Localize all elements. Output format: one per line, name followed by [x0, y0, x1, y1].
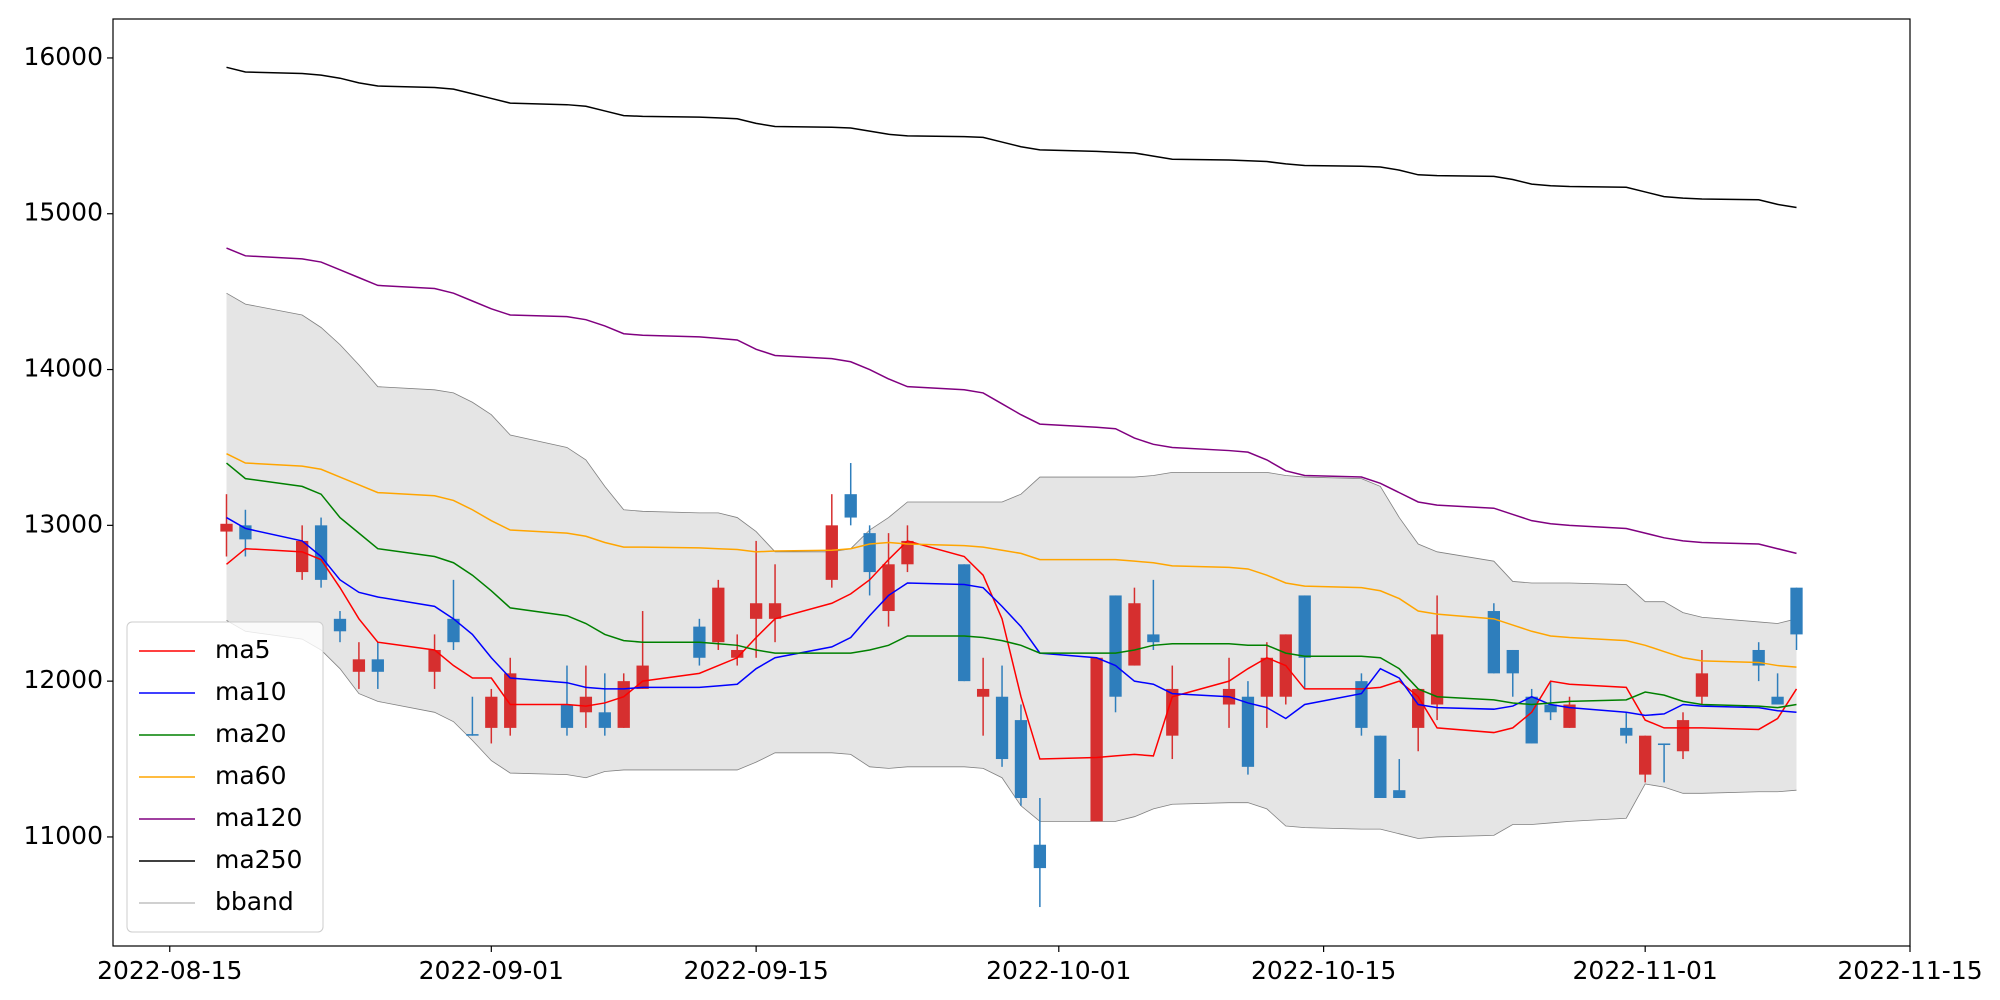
y-tick-label: 16000 [23, 42, 103, 71]
candle-body [1147, 634, 1160, 643]
candle-body [1109, 595, 1122, 697]
candle-body [1374, 735, 1387, 798]
candle-body [1260, 657, 1274, 697]
legend-box [126, 621, 324, 933]
candle-body [901, 540, 914, 565]
candle-body [731, 649, 744, 658]
legend: ma5 ma10 ma20 ma60 ma120 ma250 bband [126, 621, 324, 933]
candle-body [1033, 844, 1047, 869]
candle-body [1298, 595, 1311, 658]
legend-label: ma5 [215, 635, 271, 664]
candle-body [579, 696, 593, 713]
candle-body [617, 681, 630, 728]
candle-body [504, 673, 517, 728]
candle-body [1355, 681, 1368, 728]
candle-body [1128, 603, 1141, 666]
candle-body [1563, 704, 1576, 728]
candle-body [1090, 657, 1103, 822]
candle-body [296, 540, 309, 573]
candle-body [1544, 704, 1557, 713]
candle-body [1657, 743, 1671, 746]
y-tick-label: 12000 [23, 665, 103, 694]
candle-body [428, 649, 441, 672]
candle-body [882, 564, 895, 612]
candle-body [1506, 649, 1519, 674]
x-tick-label: 2022-11-15 [1837, 956, 1982, 985]
ma-line [226, 540, 1798, 760]
candle-body [1430, 634, 1444, 705]
ma-line [226, 247, 1797, 555]
ma-line [226, 453, 1797, 668]
candle-body [447, 618, 460, 643]
legend-label: ma60 [215, 761, 286, 790]
candle-body [466, 734, 479, 736]
candle-body [220, 523, 233, 532]
y-tick-label: 13000 [23, 509, 103, 538]
candle-body [825, 525, 838, 580]
bband-lower [226, 620, 1797, 839]
candle-body [976, 688, 990, 697]
candle-body [1241, 696, 1255, 767]
ma-line [226, 66, 1797, 209]
candle-body [1639, 735, 1652, 775]
candle-body [560, 704, 574, 728]
candle-body [712, 587, 725, 643]
candle-body [352, 659, 366, 672]
legend-label: ma20 [215, 719, 286, 748]
legend-label: ma10 [215, 677, 286, 706]
plot-frame [112, 18, 1911, 947]
candle-body [749, 603, 763, 619]
candle-body [1487, 611, 1501, 674]
legend-label: ma250 [215, 845, 302, 874]
candle-body [958, 564, 971, 682]
candle-body [844, 494, 857, 518]
candle-body [1412, 688, 1425, 728]
candle-body [371, 659, 384, 672]
candle-body [314, 525, 328, 580]
candle-body [1014, 720, 1028, 798]
candle-body [1676, 720, 1690, 752]
candle-body [598, 712, 611, 728]
x-tick-label: 2022-11-01 [1573, 956, 1718, 985]
candle-body [995, 696, 1009, 760]
x-tick-label: 2022-09-01 [419, 956, 564, 985]
candle-body [768, 603, 782, 619]
y-tick-label: 15000 [23, 198, 103, 227]
bband-area [226, 293, 1797, 839]
x-tick-label: 2022-10-15 [1251, 956, 1396, 985]
ma-line [226, 462, 1797, 709]
candle-body [1166, 688, 1179, 736]
candle-body [1620, 727, 1633, 736]
ma-line [226, 516, 1797, 720]
legend-label: bband [215, 887, 294, 916]
x-tick-label: 2022-10-01 [986, 956, 1131, 985]
candle-body [1771, 696, 1784, 705]
candle-body [485, 696, 498, 728]
candle-body [1695, 673, 1709, 697]
candle-body [333, 618, 347, 632]
y-tick-label: 11000 [23, 821, 103, 850]
y-tick-label: 14000 [23, 354, 103, 383]
candle-body [863, 533, 876, 573]
legend-label: ma120 [215, 803, 302, 832]
bband-upper [226, 292, 1797, 624]
candle-body [239, 525, 252, 540]
x-tick-label: 2022-08-15 [97, 956, 242, 985]
candle-body [1790, 587, 1803, 635]
x-tick-label: 2022-09-15 [683, 956, 828, 985]
candle-body [1393, 790, 1406, 798]
